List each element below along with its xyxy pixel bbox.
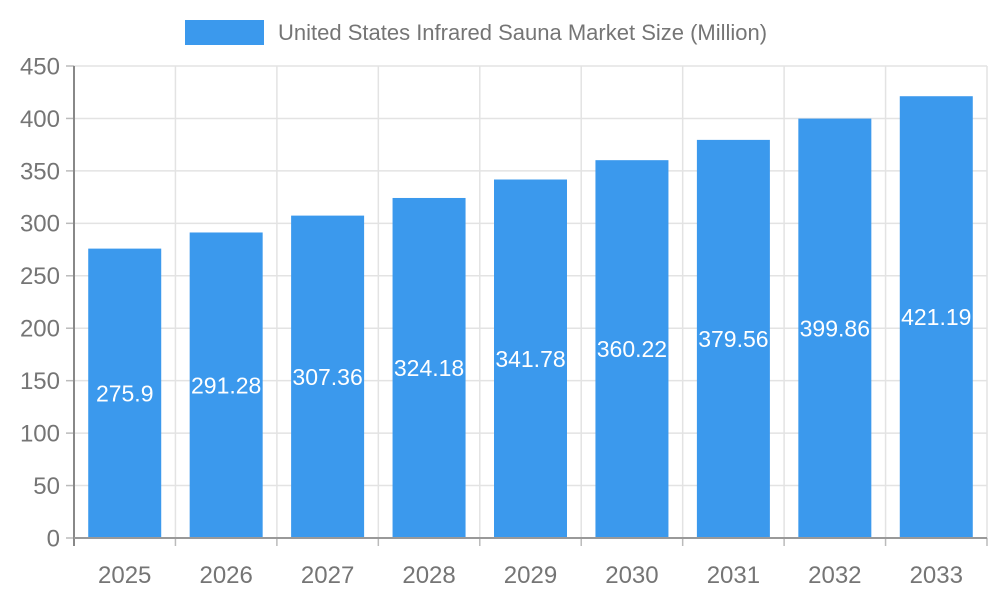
- x-axis-label: 2031: [707, 562, 760, 589]
- y-axis-label: 150: [20, 368, 60, 395]
- y-axis-label: 450: [20, 53, 60, 80]
- legend-label: United States Infrared Sauna Market Size…: [278, 20, 768, 45]
- bar-2027[interactable]: [291, 215, 365, 538]
- y-axis-label: 250: [20, 263, 60, 290]
- chart-legend[interactable]: United States Infrared Sauna Market Size…: [185, 20, 767, 45]
- x-axis-label: 2025: [98, 562, 151, 589]
- bar-value-label: 341.78: [495, 346, 565, 372]
- y-axis-label: 200: [20, 316, 60, 343]
- x-axis-label: 2033: [910, 562, 963, 589]
- bar-value-label: 275.9: [96, 380, 154, 406]
- bar-2030[interactable]: [595, 160, 669, 538]
- bar-2033[interactable]: [899, 96, 973, 538]
- y-axis-label: 400: [20, 106, 60, 133]
- x-axis-label: 2030: [605, 562, 658, 589]
- bar-2031[interactable]: [696, 139, 770, 538]
- bar-2026[interactable]: [189, 232, 263, 538]
- bar-2025[interactable]: [88, 248, 162, 538]
- y-axis-label: 350: [20, 158, 60, 185]
- bar-value-label: 291.28: [191, 372, 261, 398]
- bar-value-label: 307.36: [292, 364, 362, 390]
- x-axis-label: 2028: [402, 562, 455, 589]
- bar-value-label: 399.86: [800, 315, 870, 341]
- bar-2029[interactable]: [494, 179, 567, 539]
- y-axis-label: 300: [20, 211, 60, 238]
- y-axis-label: 100: [20, 421, 60, 448]
- x-axis-label: 2027: [301, 562, 354, 589]
- y-axis-label: 0: [47, 525, 60, 552]
- x-axis-label: 2032: [808, 562, 861, 589]
- bar-value-label: 360.22: [597, 336, 667, 362]
- bar-value-label: 324.18: [394, 355, 464, 381]
- x-axis-label: 2029: [504, 562, 557, 589]
- legend-swatch: [185, 20, 264, 45]
- bar-value-label: 421.19: [901, 304, 971, 330]
- bar-2028[interactable]: [392, 197, 466, 539]
- x-axis-label: 2026: [199, 562, 252, 589]
- bar-2032[interactable]: [798, 118, 872, 539]
- bar-value-label: 379.56: [698, 326, 768, 352]
- y-axis-label: 50: [33, 473, 60, 500]
